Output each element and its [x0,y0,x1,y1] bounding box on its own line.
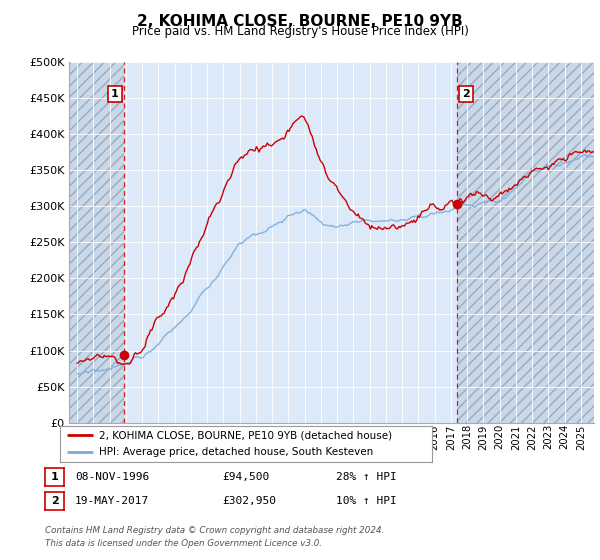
Text: £94,500: £94,500 [222,472,269,482]
Text: £302,950: £302,950 [222,496,276,506]
Text: HPI: Average price, detached house, South Kesteven: HPI: Average price, detached house, Sout… [99,447,373,457]
Text: 2: 2 [51,496,58,506]
Text: 2, KOHIMA CLOSE, BOURNE, PE10 9YB: 2, KOHIMA CLOSE, BOURNE, PE10 9YB [137,14,463,29]
Text: 2, KOHIMA CLOSE, BOURNE, PE10 9YB (detached house): 2, KOHIMA CLOSE, BOURNE, PE10 9YB (detac… [99,431,392,440]
Bar [457,62,594,423]
Text: 1: 1 [51,472,58,482]
Text: Price paid vs. HM Land Registry's House Price Index (HPI): Price paid vs. HM Land Registry's House … [131,25,469,38]
Text: Contains HM Land Registry data © Crown copyright and database right 2024.
This d: Contains HM Land Registry data © Crown c… [45,526,385,548]
Bar [457,62,594,423]
Text: 10% ↑ HPI: 10% ↑ HPI [336,496,397,506]
Text: 2: 2 [462,89,470,99]
Text: 1: 1 [111,89,119,99]
Text: 08-NOV-1996: 08-NOV-1996 [75,472,149,482]
Text: 19-MAY-2017: 19-MAY-2017 [75,496,149,506]
Text: 28% ↑ HPI: 28% ↑ HPI [336,472,397,482]
Bar [69,62,124,423]
Bar [69,62,124,423]
